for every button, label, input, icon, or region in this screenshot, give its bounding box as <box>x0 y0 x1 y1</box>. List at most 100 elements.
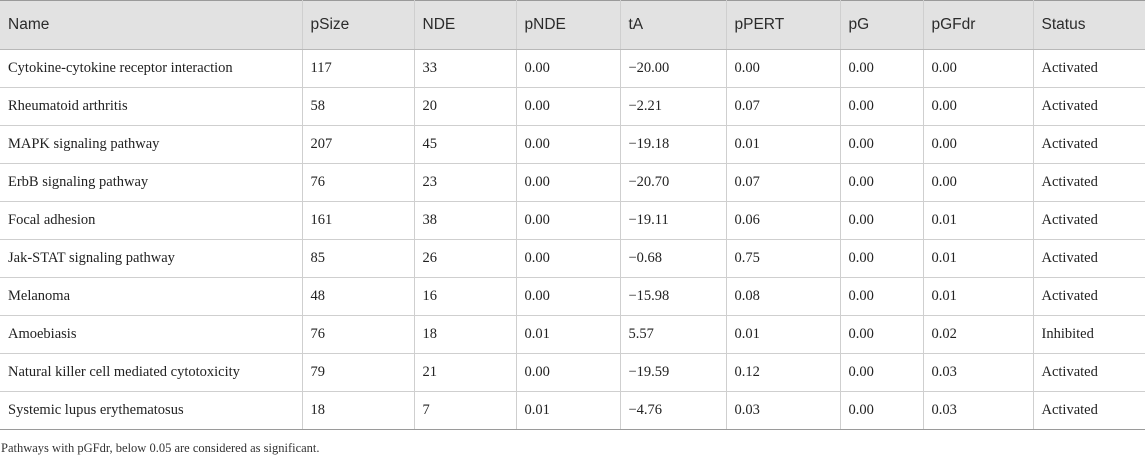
cell-nde: 23 <box>413 163 517 202</box>
cell-name: Natural killer cell mediated cytotoxicit… <box>0 353 303 392</box>
cell-pnde: 0.00 <box>515 163 621 202</box>
cell-psize: 58 <box>301 87 415 126</box>
column-header-psize: pSize <box>301 0 415 50</box>
table-row: Systemic lupus erythematosus 18 7 0.01 −4.76… <box>0 391 1145 430</box>
cell-ta: 5.57 <box>619 315 727 354</box>
cell-pg: 0.00 <box>839 315 924 354</box>
cell-ta: −19.59 <box>619 353 727 392</box>
cell-nde: 16 <box>413 277 517 316</box>
cell-status: Activated <box>1032 391 1145 430</box>
cell-name: Jak-STAT signaling pathway <box>0 239 303 278</box>
cell-ppert: 0.08 <box>725 277 841 316</box>
cell-nde: 21 <box>413 353 517 392</box>
cell-ta: −19.11 <box>619 201 727 240</box>
cell-psize: 161 <box>301 201 415 240</box>
cell-ppert: 0.07 <box>725 163 841 202</box>
cell-pnde: 0.00 <box>515 277 621 316</box>
column-header-name: Name <box>0 0 303 50</box>
cell-pgfdr: 0.01 <box>922 239 1034 278</box>
cell-nde: 18 <box>413 315 517 354</box>
cell-name: Systemic lupus erythematosus <box>0 391 303 430</box>
table-row: Jak-STAT signaling pathway 85 26 0.00 −0.68 0… <box>0 239 1145 278</box>
cell-name: Cytokine-cytokine receptor interaction <box>0 49 303 88</box>
table-row: Natural killer cell mediated cytotoxicit… <box>0 353 1145 392</box>
cell-psize: 76 <box>301 163 415 202</box>
cell-pgfdr: 0.00 <box>922 163 1034 202</box>
table-body: Cytokine-cytokine receptor interaction 11… <box>0 49 1145 430</box>
cell-pnde: 0.00 <box>515 49 621 88</box>
cell-ta: −20.70 <box>619 163 727 202</box>
cell-ppert: 0.12 <box>725 353 841 392</box>
cell-pnde: 0.01 <box>515 391 621 430</box>
cell-status: Inhibited <box>1032 315 1145 354</box>
cell-pnde: 0.00 <box>515 353 621 392</box>
cell-status: Activated <box>1032 277 1145 316</box>
cell-pg: 0.00 <box>839 87 924 126</box>
cell-nde: 26 <box>413 239 517 278</box>
cell-pgfdr: 0.02 <box>922 315 1034 354</box>
cell-pgfdr: 0.00 <box>922 49 1034 88</box>
cell-pg: 0.00 <box>839 201 924 240</box>
cell-psize: 79 <box>301 353 415 392</box>
cell-status: Activated <box>1032 163 1145 202</box>
cell-pgfdr: 0.03 <box>922 353 1034 392</box>
cell-nde: 45 <box>413 125 517 164</box>
cell-psize: 207 <box>301 125 415 164</box>
cell-ppert: 0.06 <box>725 201 841 240</box>
column-header-nde: NDE <box>413 0 517 50</box>
cell-pgfdr: 0.01 <box>922 201 1034 240</box>
cell-ta: −15.98 <box>619 277 727 316</box>
cell-ta: −0.68 <box>619 239 727 278</box>
table-row: Rheumatoid arthritis 58 20 0.00 −2.21 0.07 0.0… <box>0 87 1145 126</box>
cell-name: ErbB signaling pathway <box>0 163 303 202</box>
table-row: Cytokine-cytokine receptor interaction 11… <box>0 49 1145 88</box>
cell-status: Activated <box>1032 201 1145 240</box>
column-header-status: Status <box>1032 0 1145 50</box>
cell-ppert: 0.03 <box>725 391 841 430</box>
cell-status: Activated <box>1032 353 1145 392</box>
cell-psize: 76 <box>301 315 415 354</box>
cell-pg: 0.00 <box>839 277 924 316</box>
cell-pgfdr: 0.01 <box>922 277 1034 316</box>
column-header-pgfdr: pGFdr <box>922 0 1034 50</box>
cell-nde: 38 <box>413 201 517 240</box>
column-header-ta: tA <box>619 0 727 50</box>
cell-psize: 117 <box>301 49 415 88</box>
table-row: Melanoma 48 16 0.00 −15.98 0.08 0.00 0.01 Activa… <box>0 277 1145 316</box>
cell-pnde: 0.00 <box>515 239 621 278</box>
cell-nde: 33 <box>413 49 517 88</box>
cell-pgfdr: 0.00 <box>922 87 1034 126</box>
cell-ta: −19.18 <box>619 125 727 164</box>
cell-status: Activated <box>1032 87 1145 126</box>
cell-pg: 0.00 <box>839 239 924 278</box>
cell-pg: 0.00 <box>839 353 924 392</box>
cell-pnde: 0.00 <box>515 125 621 164</box>
table-row: Amoebiasis 76 18 0.01 5.57 0.01 0.00 0.02 Inhibi… <box>0 315 1145 354</box>
cell-psize: 85 <box>301 239 415 278</box>
cell-ta: −20.00 <box>619 49 727 88</box>
cell-name: MAPK signaling pathway <box>0 125 303 164</box>
cell-psize: 18 <box>301 391 415 430</box>
cell-nde: 20 <box>413 87 517 126</box>
cell-status: Activated <box>1032 239 1145 278</box>
cell-pg: 0.00 <box>839 163 924 202</box>
cell-pgfdr: 0.03 <box>922 391 1034 430</box>
column-header-pg: pG <box>839 0 924 50</box>
cell-pnde: 0.00 <box>515 87 621 126</box>
pathway-table-container: Name pSize NDE pNDE tA pPERT pG pGFdr Status Cyt… <box>0 0 1145 430</box>
cell-ta: −4.76 <box>619 391 727 430</box>
cell-status: Activated <box>1032 49 1145 88</box>
cell-ppert: 0.01 <box>725 125 841 164</box>
cell-nde: 7 <box>413 391 517 430</box>
cell-ppert: 0.00 <box>725 49 841 88</box>
cell-pg: 0.00 <box>839 125 924 164</box>
cell-pgfdr: 0.00 <box>922 125 1034 164</box>
cell-ppert: 0.01 <box>725 315 841 354</box>
table-footnote: Pathways with pGFdr, below 0.05 are cons… <box>1 441 320 455</box>
cell-status: Activated <box>1032 125 1145 164</box>
cell-name: Melanoma <box>0 277 303 316</box>
cell-psize: 48 <box>301 277 415 316</box>
cell-ppert: 0.07 <box>725 87 841 126</box>
column-header-ppert: pPERT <box>725 0 841 50</box>
cell-name: Rheumatoid arthritis <box>0 87 303 126</box>
